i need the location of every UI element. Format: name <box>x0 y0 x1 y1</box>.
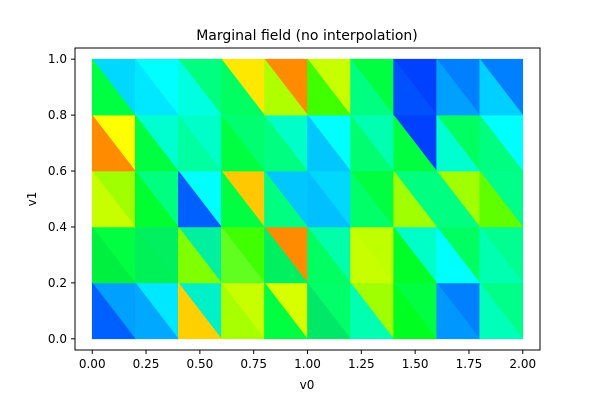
cell-r2-c3-lower <box>221 170 266 228</box>
cell-r1-c3-lower <box>221 226 266 284</box>
y-tick-label: 0.0 <box>48 332 67 346</box>
cell-r2-c6-lower <box>350 170 395 228</box>
cell-r3-c1-lower <box>134 114 179 172</box>
cell-r4-c3-lower <box>221 58 266 116</box>
cell-r0-c2-lower <box>178 282 222 340</box>
cell-r4-c0-lower <box>91 58 136 116</box>
cell-r0-c0-lower <box>91 282 136 340</box>
cell-r4-c5-lower <box>307 58 352 116</box>
cell-r4-c2-lower <box>178 58 222 116</box>
x-tick-label: 0.25 <box>133 357 160 371</box>
cell-r1-c4-lower <box>264 226 309 284</box>
x-axis-ticks: 0.00 0.25 0.50 0.75 1.00 1.25 1.50 1.75 2.00 <box>79 350 536 371</box>
cell-r4-c8-lower <box>436 58 481 116</box>
cell-r3-c8-lower <box>436 114 481 172</box>
cell-r3-c9-lower <box>479 114 524 172</box>
cell-r4-c4-lower <box>264 58 309 116</box>
x-axis-label: v0 <box>300 378 315 392</box>
cell-r1-c9-lower <box>479 226 524 284</box>
cell-r1-c5-lower <box>307 226 352 284</box>
cell-r0-c8-lower <box>436 282 481 340</box>
cell-r3-c7-lower <box>393 114 438 172</box>
x-tick-label: 0.00 <box>79 357 106 371</box>
cell-r2-c4-lower <box>264 170 309 228</box>
x-tick-label: 1.00 <box>294 357 321 371</box>
cell-r0-c1-lower <box>134 282 179 340</box>
cell-r2-c7-lower <box>393 170 438 228</box>
cell-r1-c8-lower <box>436 226 481 284</box>
cell-r4-c7-lower <box>393 58 438 116</box>
cell-r2-c5-lower <box>307 170 352 228</box>
cell-r0-c4-lower <box>264 282 309 340</box>
cell-r1-c0-lower <box>91 226 136 284</box>
cell-r4-c9-lower <box>479 58 524 116</box>
cell-r2-c2-lower <box>178 170 222 228</box>
cell-r2-c8-lower <box>436 170 481 228</box>
cell-r3-c0-lower <box>91 114 136 172</box>
chart-title: Marginal field (no interpolation) <box>196 28 418 44</box>
x-tick-label: 0.75 <box>240 357 267 371</box>
cell-r3-c6-lower <box>350 114 395 172</box>
cell-r1-c7-lower <box>393 226 438 284</box>
y-tick-label: 0.2 <box>48 276 67 290</box>
cell-r3-c3-lower <box>221 114 266 172</box>
cell-r0-c3-lower <box>221 282 266 340</box>
cell-r0-c7-lower <box>393 282 438 340</box>
x-tick-label: 1.50 <box>402 357 429 371</box>
cell-r3-c2-lower <box>178 114 222 172</box>
cell-r2-c9-lower <box>479 170 524 228</box>
y-tick-label: 1.0 <box>48 52 67 66</box>
x-tick-label: 0.50 <box>187 357 214 371</box>
y-tick-label: 0.8 <box>48 108 67 122</box>
cell-r0-c5-lower <box>307 282 352 340</box>
cell-r2-c1-lower <box>134 170 179 228</box>
x-tick-label: 2.00 <box>509 357 536 371</box>
x-tick-label: 1.75 <box>456 357 483 371</box>
y-tick-label: 0.6 <box>48 164 67 178</box>
y-tick-label: 0.4 <box>48 220 67 234</box>
x-tick-label: 1.25 <box>348 357 375 371</box>
y-axis-label: v1 <box>25 192 39 207</box>
cell-r4-c6-lower <box>350 58 395 116</box>
cell-r3-c4-lower <box>264 114 309 172</box>
cell-r4-c1-lower <box>134 58 179 116</box>
cell-r3-c5-lower <box>307 114 352 172</box>
cell-r1-c6-lower <box>350 226 395 284</box>
heatmap-cells <box>91 58 524 340</box>
cell-r1-c2-lower <box>178 226 222 284</box>
cell-r2-c0-lower <box>91 170 136 228</box>
y-axis-ticks: 0.0 0.2 0.4 0.6 0.8 1.0 <box>48 52 75 346</box>
cell-r1-c1-lower <box>134 226 179 284</box>
cell-r0-c6-lower <box>350 282 395 340</box>
cell-r0-c9-lower <box>479 282 524 340</box>
